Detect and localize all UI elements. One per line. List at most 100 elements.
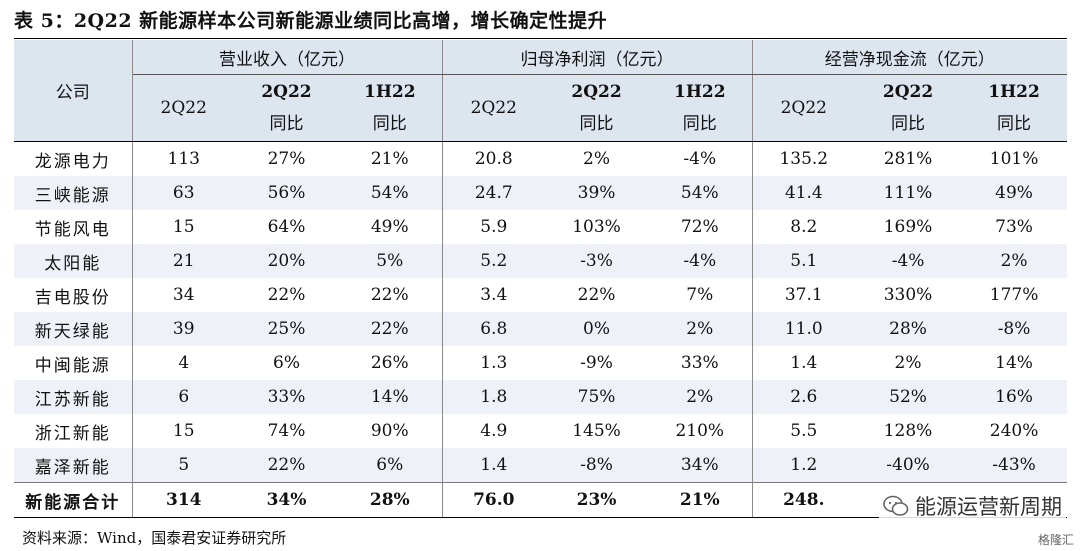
value-cell: 6%: [338, 448, 443, 483]
value-cell: 39%: [545, 176, 649, 210]
value-cell: 16%: [961, 380, 1068, 414]
table-row: 龙源电力 113 27% 21% 20.8 2% -4% 135.2 281% 101%: [14, 141, 1067, 176]
value-cell: 74%: [267, 421, 306, 441]
value-cell: 0%: [545, 312, 649, 346]
value-cell: 27%: [267, 149, 306, 169]
value-cell: 22%: [338, 278, 443, 312]
value-cell: 4.9: [480, 421, 508, 441]
value-cell: 103%: [572, 217, 621, 237]
value-cell: 145%: [572, 421, 621, 441]
value-cell: 281%: [883, 149, 933, 169]
value-cell: 5.2: [442, 244, 546, 278]
value-cell: 1.2: [752, 448, 856, 483]
revenue-2q22-header: 2Q22: [132, 74, 235, 142]
value-cell: 25%: [235, 312, 338, 346]
value-cell: 33%: [235, 380, 338, 414]
value-cell: 34%: [235, 482, 338, 518]
value-cell: 20%: [235, 244, 338, 278]
value-cell: 113: [167, 149, 200, 169]
value-cell: 22%: [235, 448, 338, 483]
value-cell: 330%: [883, 285, 933, 305]
value-cell: 5%: [338, 244, 443, 278]
value-cell: 14%: [995, 353, 1033, 373]
value-cell: 6%: [273, 353, 300, 373]
value-cell: 2%: [894, 353, 922, 373]
value-cell: 56%: [235, 176, 338, 210]
value-cell: 4: [178, 353, 190, 373]
profit-1h22-yoy-header: 1H22 同比: [648, 74, 753, 142]
value-cell: 49%: [338, 210, 443, 244]
value-cell: 21%: [648, 482, 753, 518]
company-name-cell: 新天绿能: [14, 312, 133, 346]
value-cell: 6.8: [442, 312, 546, 346]
table-row: 节能风电 15 64% 49% 5.9 103% 72% 8.2 169% 73%: [14, 210, 1067, 244]
watermark-text: 能源运营新周期: [915, 495, 1062, 519]
top-rule: [14, 38, 1067, 39]
value-cell: 49%: [961, 176, 1068, 210]
value-cell: 21%: [338, 141, 443, 176]
company-name-cell: 三峡能源: [14, 176, 133, 210]
value-cell: 128%: [883, 421, 933, 441]
value-cell: 34: [172, 285, 195, 305]
value-cell: 28%: [338, 482, 443, 518]
value-cell: 76.0: [442, 482, 546, 518]
value-cell: 6: [132, 380, 235, 414]
profit-2q22-yoy-header: 2Q22 同比: [545, 74, 649, 142]
value-cell: 314: [132, 482, 235, 518]
value-cell: 52%: [855, 380, 962, 414]
value-cell: 15: [172, 217, 195, 237]
source-note: 资料来源：Wind，国泰君安证券研究所: [22, 529, 287, 547]
table-row: 三峡能源 63 56% 54% 24.7 39% 54% 41.4 111% 49%: [14, 176, 1068, 210]
value-cell: 34%: [648, 448, 753, 483]
value-cell: 14%: [338, 380, 443, 414]
value-cell: 73%: [995, 217, 1033, 237]
value-cell: -4%: [648, 244, 753, 278]
value-cell: 210%: [648, 414, 753, 448]
cashflow-group-header: 经营净现金流（亿元）: [752, 40, 1068, 75]
value-cell: 54%: [338, 176, 443, 210]
cashflow-1h22-yoy-header: 1H22 同比: [961, 74, 1068, 142]
table-title: 表 5：2Q22 新能源样本公司新能源业绩同比高增，增长确定性提升: [14, 10, 608, 32]
value-cell: 177%: [989, 285, 1039, 305]
table-row: 浙江新能 15 74% 90% 4.9 145% 210% 5.5 128% 240%: [14, 414, 1067, 448]
value-cell: 8.2: [790, 217, 818, 237]
table-row: 江苏新能 6 33% 14% 1.8 75% 2% 2.6 52% 16%: [14, 380, 1068, 414]
value-cell: 41.4: [752, 176, 856, 210]
value-cell: 22%: [338, 312, 443, 346]
value-cell: 135.2: [779, 149, 829, 169]
performance-table: 公司 营业收入（亿元） 归母净利润（亿元） 经营净现金流（亿元） 2Q22 2Q…: [14, 40, 1068, 518]
value-cell: 1.3: [480, 353, 508, 373]
revenue-group-header: 营业收入（亿元）: [132, 40, 443, 75]
revenue-2q22-yoy-header: 2Q22 同比: [235, 74, 338, 142]
value-cell: 33%: [648, 346, 753, 380]
value-cell: 54%: [648, 176, 753, 210]
value-cell: -40%: [855, 448, 962, 483]
value-cell: 75%: [545, 380, 649, 414]
value-cell: -8%: [545, 448, 649, 483]
cashflow-2q22-yoy-header: 2Q22 同比: [855, 74, 962, 142]
value-cell: 2%: [648, 312, 753, 346]
value-cell: 111%: [855, 176, 962, 210]
company-name-cell: 嘉泽新能: [14, 448, 133, 483]
value-cell: -9%: [580, 353, 613, 373]
value-cell: 2%: [648, 380, 753, 414]
revenue-1h22-yoy-header: 1H22 同比: [338, 74, 443, 142]
value-cell: 5.1: [752, 244, 856, 278]
company-header: 公司: [14, 40, 133, 142]
value-cell: 24.7: [442, 176, 546, 210]
value-cell: -4%: [648, 141, 753, 176]
value-cell: 240%: [989, 421, 1039, 441]
table-row: 嘉泽新能 5 22% 6% 1.4 -8% 34% 1.2 -40% -43%: [14, 448, 1068, 483]
company-name-cell: 江苏新能: [14, 380, 133, 414]
value-cell: 22%: [267, 285, 306, 305]
table-row: 吉电股份 34 22% 22% 3.4 22% 7% 37.1 330% 177%: [14, 278, 1067, 312]
value-cell: 3.4: [480, 285, 508, 305]
company-name-cell: 龙源电力: [14, 141, 133, 176]
value-cell: -3%: [545, 244, 649, 278]
value-cell: 23%: [545, 482, 649, 518]
watermark: 能源运营新周期: [879, 491, 1066, 521]
value-cell: 1.8: [442, 380, 546, 414]
value-cell: 7%: [648, 278, 753, 312]
value-cell: 1.4: [442, 448, 546, 483]
value-cell: 20.8: [474, 149, 513, 169]
